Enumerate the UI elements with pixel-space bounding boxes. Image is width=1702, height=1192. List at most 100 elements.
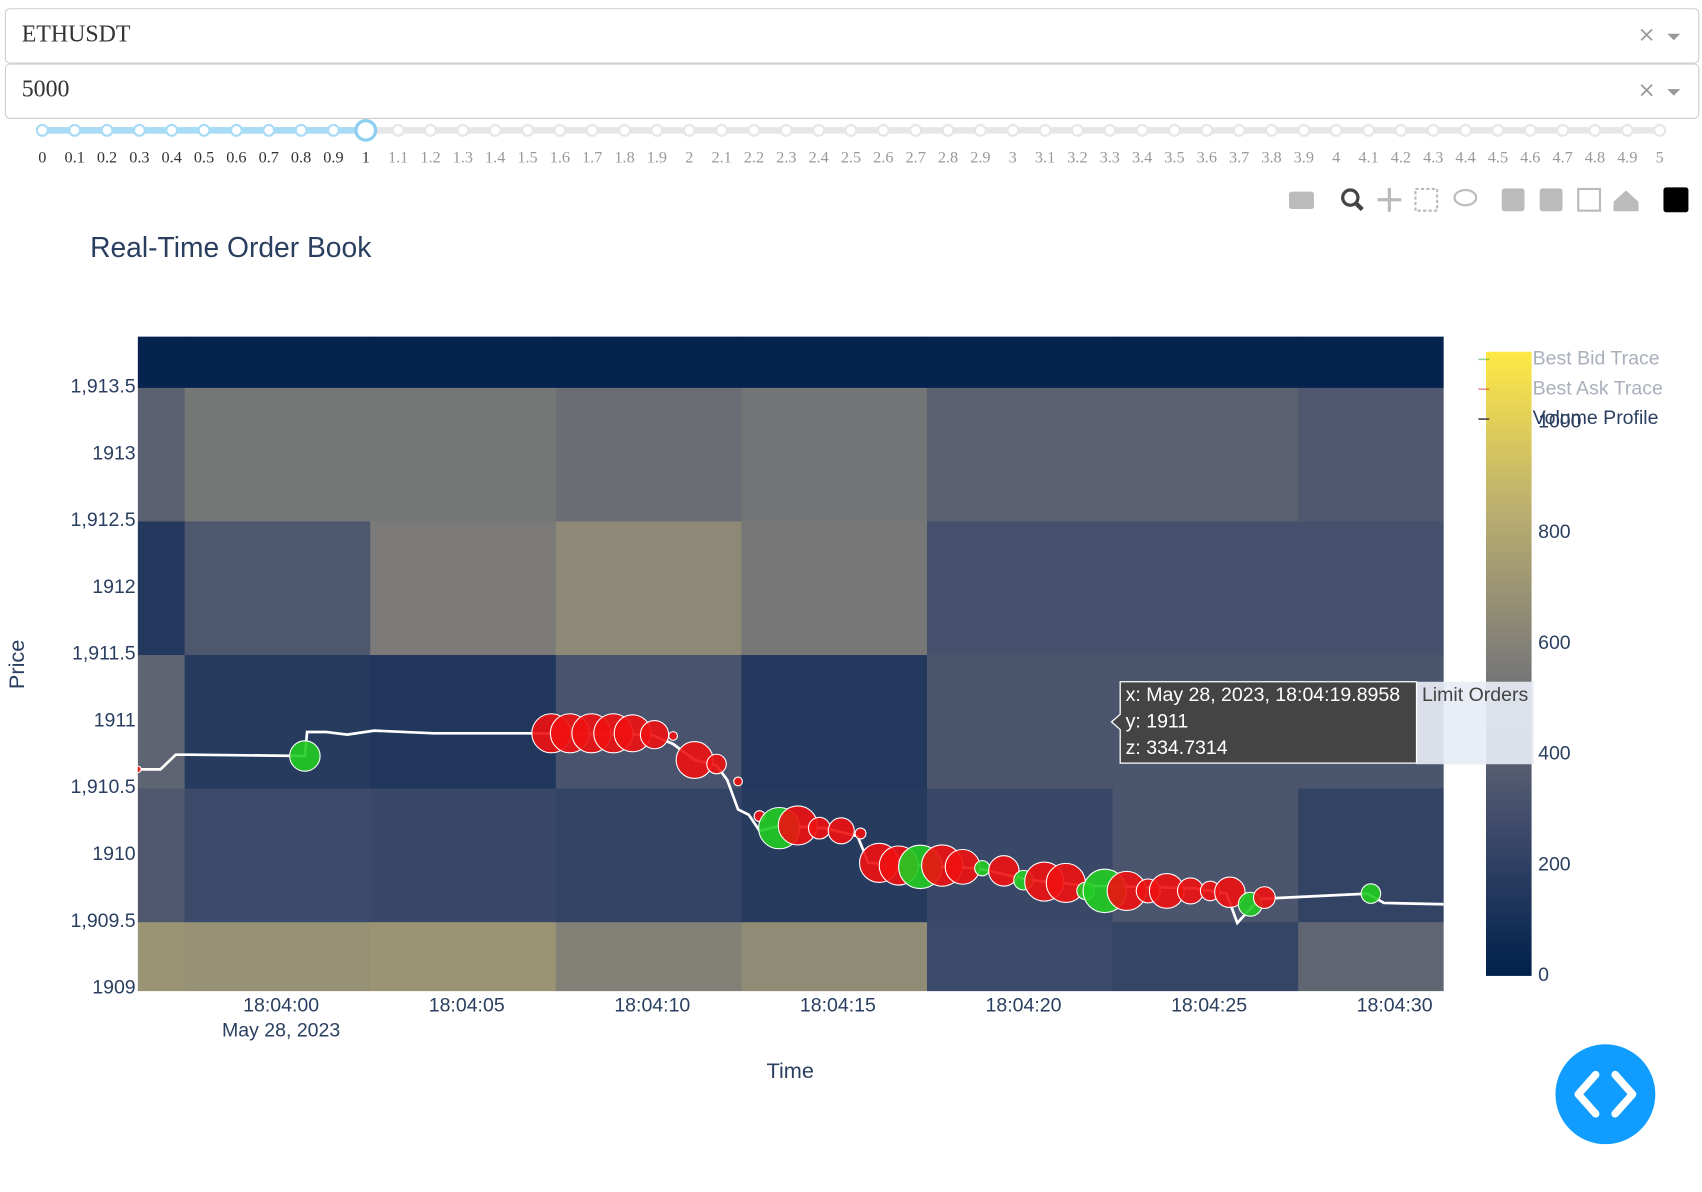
slider-dot — [909, 123, 923, 137]
slider-dot — [585, 123, 599, 137]
code-icon — [1574, 1070, 1637, 1118]
order-bubble — [289, 740, 321, 772]
heatmap-cell — [741, 336, 928, 388]
x-tick-label: 18:04:05 — [429, 994, 505, 1016]
slider-dot — [812, 123, 826, 137]
slider-mark-label: 3.4 — [1132, 147, 1152, 166]
y-tick-label: 1912 — [92, 576, 135, 598]
slider-dot — [100, 123, 114, 137]
slider-mark-label: 1.9 — [647, 147, 667, 166]
camera-icon[interactable] — [1288, 191, 1314, 210]
slider-dot — [1103, 123, 1117, 137]
slider-mark-label: 2.4 — [808, 147, 828, 166]
slider-handle — [354, 118, 378, 142]
depth-dropdown[interactable] — [4, 63, 1700, 119]
order-bubble — [639, 719, 670, 750]
slider-dot — [229, 123, 243, 137]
slider-mark-label: 4.3 — [1423, 147, 1443, 166]
reset-icon[interactable] — [1613, 190, 1639, 212]
slider-mark-label: 1.6 — [550, 147, 570, 166]
tooltip-trace: Limit Orders — [1422, 684, 1529, 706]
slider-dot — [35, 123, 49, 137]
slider-dot — [715, 123, 729, 137]
heatmap-cell — [926, 520, 1114, 656]
zoom-icon[interactable] — [1341, 188, 1360, 207]
x-tick-label: 18:04:30 — [1357, 994, 1433, 1016]
slider-mark-label: 4.4 — [1455, 147, 1475, 166]
slider-mark-label: 0.9 — [323, 147, 343, 166]
slider-dot — [1200, 123, 1214, 137]
legend-label[interactable]: Best Bid Trace — [1533, 348, 1660, 370]
slider-mark-label: 0.6 — [226, 147, 246, 166]
heatmap-cell — [184, 336, 371, 388]
x-tick-label: 18:04:15 — [800, 994, 876, 1016]
slider-mark-label: 2.7 — [906, 147, 926, 166]
x-tick-label: 18:04:00 — [243, 994, 319, 1016]
heatmap-cell — [370, 654, 557, 789]
plotly-logo[interactable] — [1663, 187, 1689, 213]
zoom-in-icon[interactable] — [1501, 188, 1525, 212]
order-bubble — [807, 816, 831, 840]
slider-mark-label: 4.9 — [1617, 147, 1637, 166]
slider-dot — [876, 123, 890, 137]
slider[interactable]: 0 0.1 0.2 0.3 0.4 0.5 0.6 0.7 0.8 0.9 1 1.1 1.2 1.3 1.… — [35, 118, 1667, 167]
heatmap-cell — [370, 520, 557, 656]
autoscale-icon[interactable] — [1577, 187, 1602, 212]
slider-dot — [1135, 123, 1149, 137]
slider-mark-label: 0 — [38, 147, 46, 166]
slider-dot — [1426, 123, 1440, 137]
slider-mark-label: 2.2 — [744, 147, 764, 166]
slider-mark-label: 2.5 — [841, 147, 861, 166]
heatmap-cell — [370, 788, 557, 923]
y-tick-label: 1,911.5 — [72, 643, 136, 665]
slider-dot — [618, 123, 632, 137]
y-tick-label: 1909 — [92, 977, 135, 999]
slider-dot — [1362, 123, 1376, 137]
order-bubble — [854, 827, 867, 840]
slider-dot — [973, 123, 987, 137]
clear-icon[interactable] — [1640, 84, 1653, 97]
slider-mark-label: 1.4 — [485, 147, 505, 166]
colorbar-tick-label: 200 — [1538, 853, 1571, 875]
lasso-icon[interactable] — [1453, 188, 1478, 207]
caret-icon[interactable] — [1667, 33, 1681, 41]
slider-dot — [1394, 123, 1408, 137]
slider-dot — [1264, 123, 1279, 137]
order-bubble — [988, 855, 1020, 887]
slider-dot — [1297, 123, 1311, 137]
clear-icon[interactable] — [1640, 28, 1653, 41]
slider-mark-label: 1.2 — [420, 147, 440, 166]
slider-mark-label: 0.3 — [129, 147, 149, 166]
pan-icon[interactable] — [1377, 187, 1402, 212]
zoom-out-icon[interactable] — [1539, 188, 1563, 212]
legend-label[interactable]: Volume Profile — [1533, 407, 1659, 429]
tooltip-line: z: 334.7314 — [1126, 737, 1228, 759]
slider-mark-label: 0.8 — [291, 147, 311, 166]
y-axis-title: Price — [4, 640, 29, 689]
heatmap-cell — [1112, 336, 1299, 388]
slider-mark-label: 2.1 — [711, 147, 731, 166]
modebar — [1288, 187, 1689, 213]
slider-dot — [1006, 123, 1020, 137]
slider-mark-label: 4.7 — [1552, 147, 1572, 166]
slider-mark-label: 2.9 — [970, 147, 990, 166]
heatmap-cell — [184, 387, 371, 522]
caret-icon[interactable] — [1667, 89, 1681, 96]
slider-dot — [1070, 123, 1084, 137]
heatmap-cell — [1298, 336, 1444, 388]
tooltip-trace-box — [1416, 681, 1534, 765]
legend-label[interactable]: Best Ask Trace — [1533, 377, 1663, 399]
colorbar-tick-label: 400 — [1538, 743, 1571, 765]
select-icon[interactable] — [1414, 187, 1439, 212]
code-button[interactable] — [1555, 1044, 1656, 1145]
symbol-dropdown[interactable] — [4, 8, 1700, 64]
heatmap-cell — [1298, 921, 1444, 992]
heatmap-cell — [926, 921, 1114, 992]
tooltip-box — [1110, 681, 1418, 764]
slider-mark-label: 1.3 — [453, 147, 473, 166]
heatmap-cell — [137, 654, 186, 789]
heatmap-cell — [555, 788, 742, 923]
slider-mark-label: 1.8 — [614, 147, 634, 166]
